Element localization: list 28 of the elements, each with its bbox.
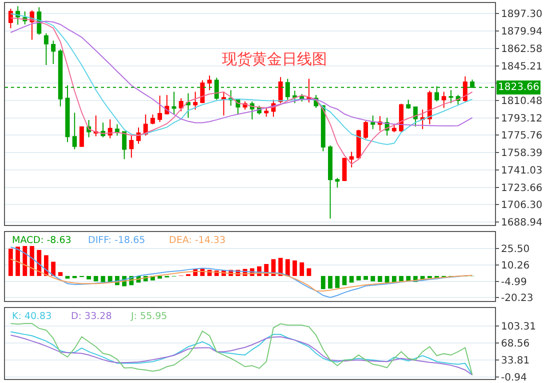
text: D: 33.28: [71, 311, 112, 322]
y-tick-label: 68.56: [501, 338, 530, 350]
y-tick-label: -0.94: [501, 372, 527, 383]
y-tick-label: 1741.03: [501, 165, 542, 176]
text: DIFF: -18.65: [88, 235, 146, 246]
y-tick-label: 103.31: [501, 321, 536, 332]
y-tick-label: 1845.21: [501, 61, 542, 72]
y-tick-label: 1879.94: [501, 26, 542, 38]
y-tick-label: 1706.30: [501, 200, 542, 212]
y-tick-label: 1688.94: [501, 218, 542, 229]
y-tick-label: 1793.12: [501, 113, 542, 124]
y-tick-label: 1810.48: [501, 96, 542, 108]
y-tick-label: 1862.58: [501, 44, 542, 55]
y-tick-label: 1758.39: [501, 148, 542, 160]
y-tick-label: 33.81: [501, 355, 530, 366]
y-tick-label: -20.23: [501, 293, 534, 304]
ref-line-label: 1823.66: [498, 82, 540, 93]
text: 现货黄金日线图: [222, 50, 327, 68]
y-tick-label: 25.50: [501, 244, 530, 256]
y-tick-label: 1897.30: [501, 9, 542, 20]
text: DEA: -14.33: [169, 235, 226, 246]
series-label: K: 40.83: [12, 311, 52, 322]
series-label: MACD: -8.63: [12, 235, 72, 246]
y-tick-label: -4.99: [501, 276, 527, 288]
y-tick-label: 1723.66: [501, 182, 542, 194]
y-tick-label: 1775.76: [501, 130, 542, 142]
text: J: 55.95: [130, 311, 168, 322]
y-tick-label: 10.26: [501, 260, 530, 272]
